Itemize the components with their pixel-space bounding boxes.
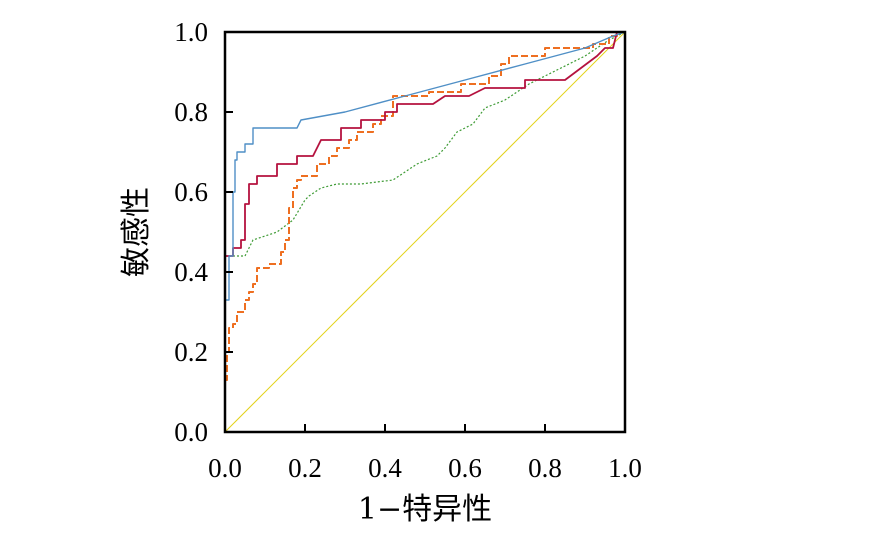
tick-labels: 0.0 0.2 0.4 0.6 0.8 1.0 0.0 0.2 0.4 0.6 0.8 1.0 bbox=[174, 17, 642, 483]
x-axis-title: 1−特异性 bbox=[358, 492, 492, 527]
roc-series-line-3 bbox=[225, 31, 625, 381]
y-tick-label: 0.8 bbox=[174, 97, 208, 127]
x-tick-label: 0.6 bbox=[448, 453, 482, 483]
x-tick-label: 0.0 bbox=[208, 453, 242, 483]
y-tick-label: 0.2 bbox=[174, 337, 208, 367]
roc-series-line-1 bbox=[225, 31, 626, 301]
x-tick-label: 0.4 bbox=[368, 453, 402, 483]
y-tick-label: 1.0 bbox=[174, 17, 208, 47]
plot-lines bbox=[224, 31, 626, 433]
y-tick-label: 0.4 bbox=[174, 257, 208, 287]
x-tick-label: 1.0 bbox=[608, 453, 642, 483]
roc-series-line-2 bbox=[225, 31, 625, 257]
roc-series-line-5 bbox=[224, 31, 626, 433]
y-tick-label: 0.6 bbox=[174, 177, 208, 207]
tick-marks bbox=[224, 31, 626, 433]
x-tick-label: 0.2 bbox=[288, 453, 322, 483]
y-tick-label: 0.0 bbox=[174, 417, 208, 447]
y-axis-title: 敏感性 bbox=[119, 187, 154, 277]
plot-frame bbox=[223, 30, 627, 434]
x-tick-label: 0.8 bbox=[528, 453, 562, 483]
roc-series-line-4 bbox=[225, 31, 626, 257]
